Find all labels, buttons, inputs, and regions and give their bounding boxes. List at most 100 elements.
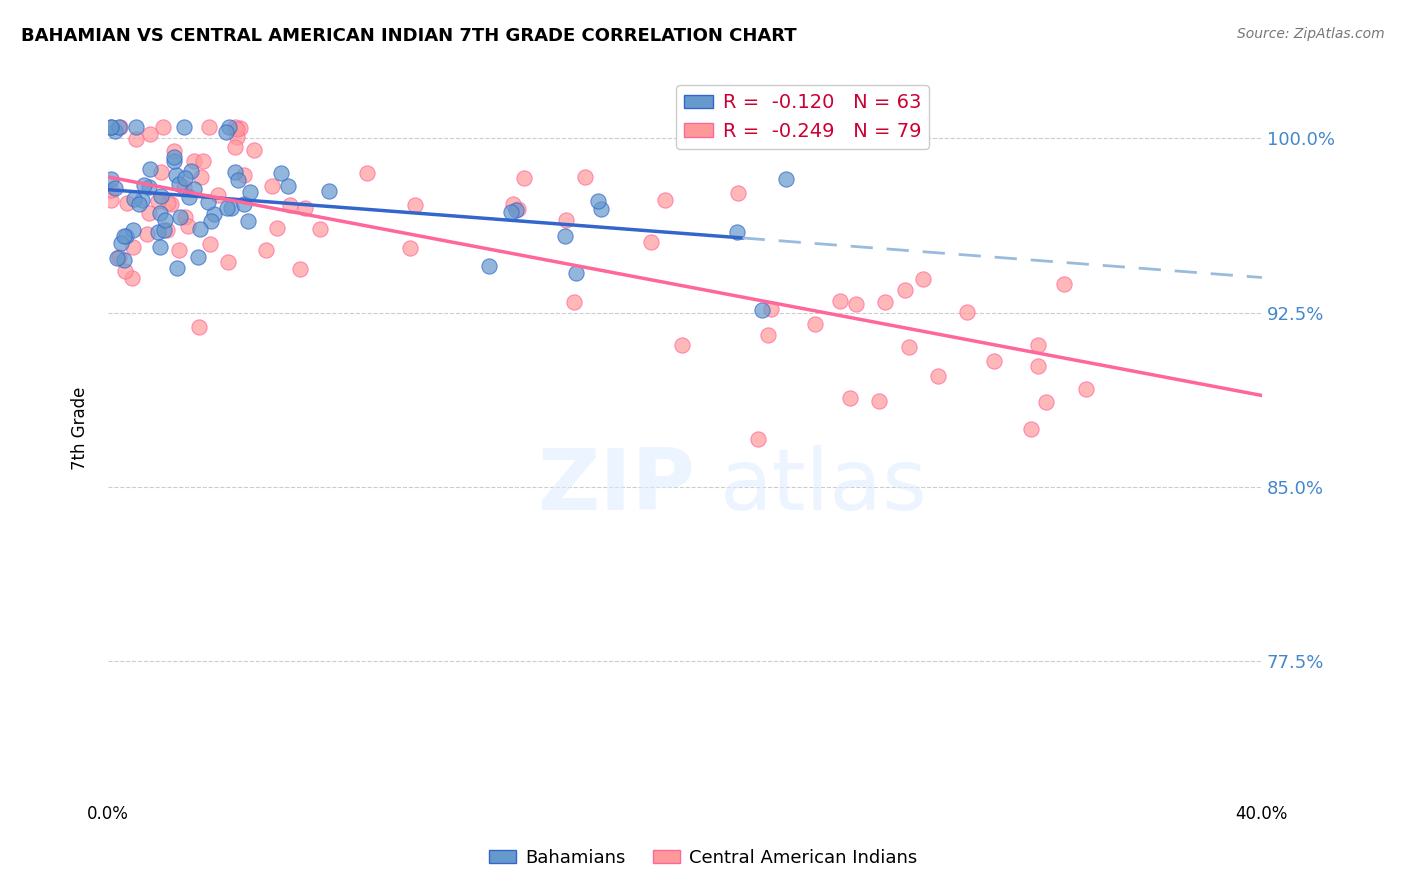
- Text: 40.0%: 40.0%: [1236, 805, 1288, 823]
- Point: [114, 264, 136, 278]
- Point: [100, 193, 122, 207]
- Point: [112, 252, 135, 267]
- Point: [294, 201, 316, 215]
- Point: [183, 153, 205, 168]
- Text: BAHAMIAN VS CENTRAL AMERICAN INDIAN 7TH GRADE CORRELATION CHART: BAHAMIAN VS CENTRAL AMERICAN INDIAN 7TH …: [21, 27, 797, 45]
- Point: [188, 222, 211, 236]
- Point: [956, 305, 979, 319]
- Point: [356, 166, 378, 180]
- Point: [554, 228, 576, 243]
- Point: [217, 254, 239, 268]
- Point: [198, 120, 221, 134]
- Point: [226, 173, 249, 187]
- Point: [725, 225, 748, 239]
- Point: [1019, 421, 1042, 435]
- Point: [508, 202, 530, 216]
- Point: [125, 120, 148, 134]
- Point: [174, 170, 197, 185]
- Point: [499, 205, 522, 219]
- Point: [138, 180, 160, 194]
- Point: [1035, 395, 1057, 409]
- Point: [309, 221, 332, 235]
- Point: [751, 302, 773, 317]
- Point: [404, 197, 426, 211]
- Legend: R =  -0.120   N = 63, R =  -0.249   N = 79: R = -0.120 N = 63, R = -0.249 N = 79: [676, 86, 929, 149]
- Point: [115, 195, 138, 210]
- Point: [150, 189, 173, 203]
- Point: [124, 132, 146, 146]
- Text: ZIP: ZIP: [537, 445, 695, 528]
- Text: 0.0%: 0.0%: [87, 805, 129, 823]
- Point: [183, 182, 205, 196]
- Point: [775, 171, 797, 186]
- Point: [156, 223, 179, 237]
- Point: [478, 259, 501, 273]
- Point: [554, 213, 576, 227]
- Point: [169, 210, 191, 224]
- Point: [153, 212, 176, 227]
- Point: [254, 243, 277, 257]
- Point: [224, 120, 246, 134]
- Point: [983, 354, 1005, 368]
- Point: [200, 214, 222, 228]
- Point: [1074, 382, 1097, 396]
- Point: [163, 150, 186, 164]
- Point: [845, 297, 868, 311]
- Point: [146, 194, 169, 208]
- Point: [640, 235, 662, 250]
- Point: [868, 394, 890, 409]
- Point: [266, 221, 288, 235]
- Point: [135, 227, 157, 241]
- Point: [177, 190, 200, 204]
- Point: [277, 178, 299, 193]
- Point: [502, 197, 524, 211]
- Legend: Bahamians, Central American Indians: Bahamians, Central American Indians: [482, 842, 924, 874]
- Point: [104, 124, 127, 138]
- Point: [177, 219, 200, 233]
- Point: [1028, 359, 1050, 373]
- Point: [167, 177, 190, 191]
- Point: [207, 188, 229, 202]
- Point: [108, 120, 131, 134]
- Point: [198, 237, 221, 252]
- Point: [229, 120, 252, 135]
- Point: [399, 240, 422, 254]
- Point: [804, 317, 827, 331]
- Point: [221, 201, 243, 215]
- Point: [190, 169, 212, 184]
- Point: [165, 168, 187, 182]
- Point: [591, 202, 613, 217]
- Point: [233, 168, 256, 182]
- Point: [187, 250, 209, 264]
- Point: [894, 283, 917, 297]
- Point: [243, 143, 266, 157]
- Point: [149, 240, 172, 254]
- Point: [115, 229, 138, 244]
- Point: [215, 125, 238, 139]
- Point: [586, 194, 609, 208]
- Point: [654, 193, 676, 207]
- Point: [225, 121, 247, 136]
- Point: [512, 171, 534, 186]
- Point: [830, 293, 852, 308]
- Point: [318, 184, 340, 198]
- Point: [163, 144, 186, 158]
- Point: [218, 120, 240, 134]
- Point: [747, 432, 769, 446]
- Point: [226, 130, 249, 145]
- Point: [898, 340, 921, 354]
- Point: [134, 178, 156, 193]
- Point: [160, 196, 183, 211]
- Point: [197, 194, 219, 209]
- Point: [839, 391, 862, 405]
- Point: [238, 214, 260, 228]
- Point: [188, 319, 211, 334]
- Text: Source: ZipAtlas.com: Source: ZipAtlas.com: [1237, 27, 1385, 41]
- Point: [927, 368, 949, 383]
- Point: [759, 301, 782, 316]
- Point: [671, 338, 693, 352]
- Point: [150, 164, 173, 178]
- Point: [122, 222, 145, 236]
- Point: [108, 120, 131, 134]
- Point: [149, 206, 172, 220]
